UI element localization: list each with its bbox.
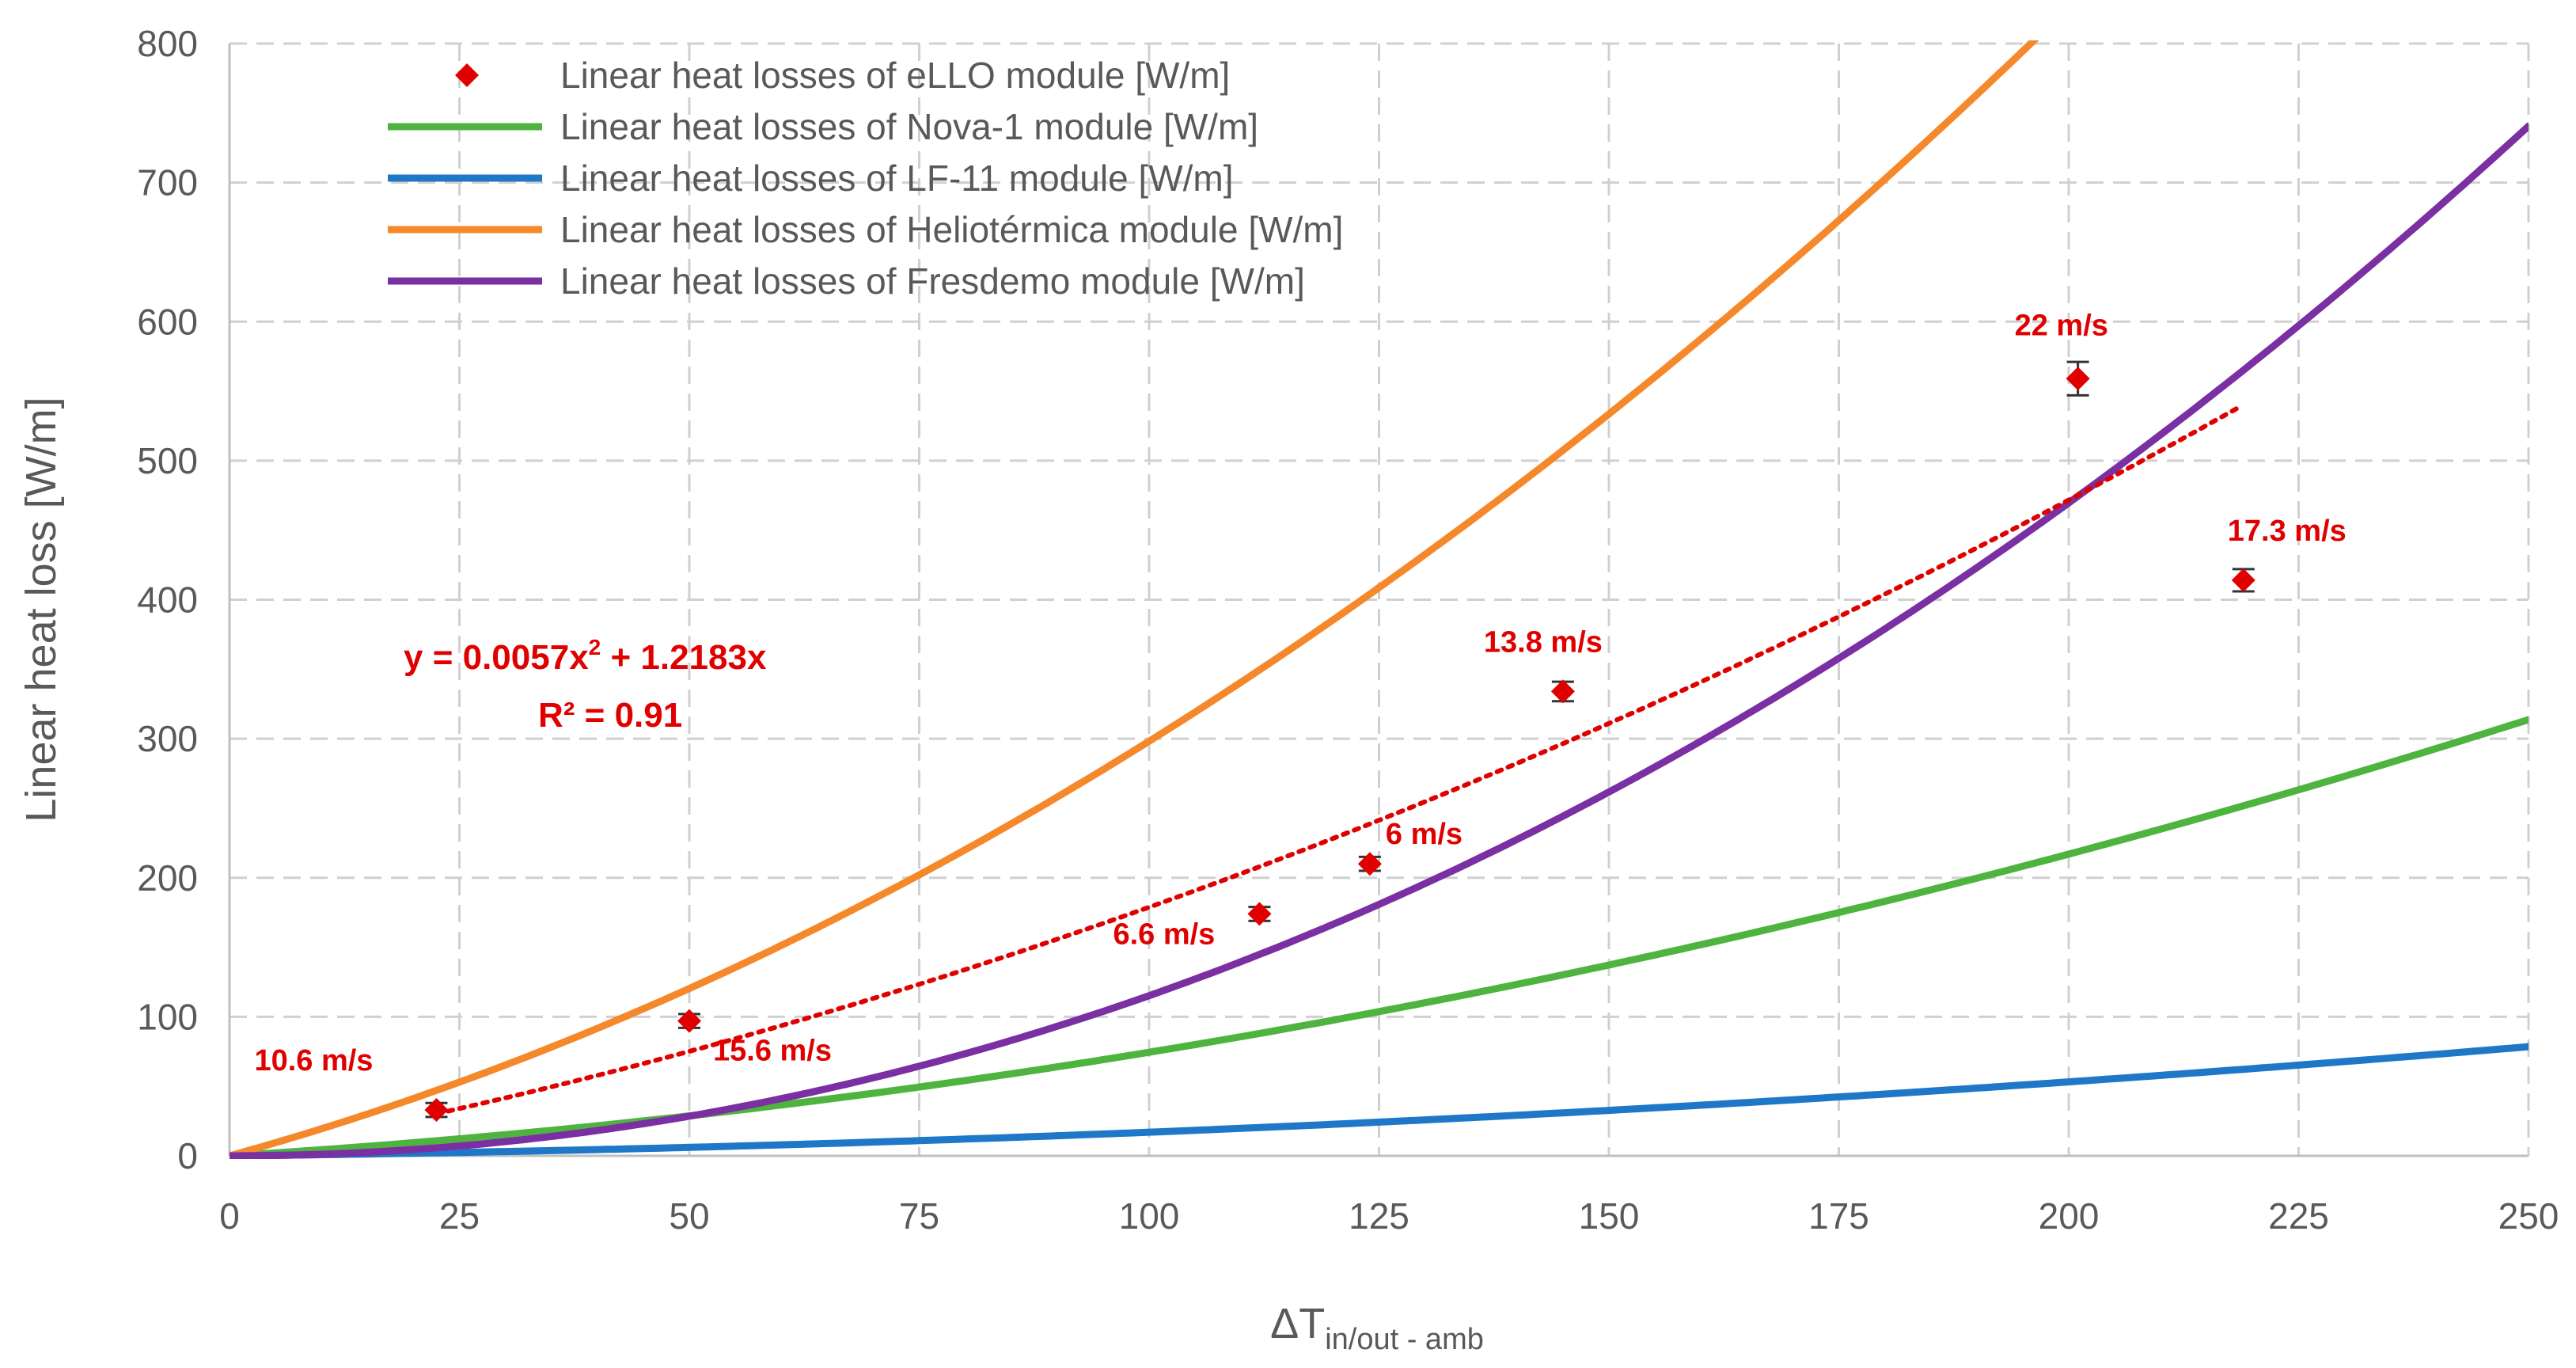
x-tick-label: 225 bbox=[2268, 1195, 2329, 1237]
x-axis-title-sub: in/out - amb bbox=[1325, 1323, 1484, 1356]
series-line-lf-11 bbox=[230, 1043, 2529, 1159]
y-tick-label: 300 bbox=[137, 718, 198, 759]
legend: Linear heat losses of eLLO module [W/m] L… bbox=[388, 55, 1343, 302]
x-axis-title: ΔTin/out - amb bbox=[1270, 1300, 1484, 1356]
y-tick-label: 800 bbox=[137, 23, 198, 64]
x-tick-label: 0 bbox=[219, 1195, 240, 1237]
data-point bbox=[677, 1009, 701, 1033]
data-point bbox=[1357, 852, 1382, 876]
series-line-nova-1 bbox=[230, 716, 2529, 1159]
legend-entry: Linear heat losses of Nova-1 module [W/m… bbox=[560, 106, 1258, 147]
point-label: 6 m/s bbox=[1386, 818, 1463, 851]
y-tick-label: 400 bbox=[137, 580, 198, 621]
legend-entry: Linear heat losses of LF-11 module [W/m] bbox=[560, 158, 1234, 199]
point-label: 15.6 m/s bbox=[713, 1035, 832, 1068]
series-line-fresdemo bbox=[230, 122, 2529, 1159]
data-point bbox=[1247, 902, 1272, 926]
y-tick-label: 0 bbox=[177, 1135, 198, 1176]
series-line-heliot-rmica bbox=[230, 40, 2039, 1159]
equation-label: y = 0.0057x2 + 1.2183x bbox=[404, 635, 767, 677]
x-tick-label: 200 bbox=[2039, 1195, 2100, 1237]
x-tick-label: 175 bbox=[1808, 1195, 1869, 1237]
x-tick-label: 50 bbox=[669, 1195, 709, 1237]
r-squared-label: R² = 0.91 bbox=[538, 696, 682, 735]
y-tick-label: 100 bbox=[137, 996, 198, 1037]
y-axis-title: Linear heat loss [W/m] bbox=[17, 397, 65, 822]
tick-labels: 0 25 50 75 100 125 150 175 200 225 250010020030040… bbox=[137, 23, 2559, 1237]
point-label: 13.8 m/s bbox=[1484, 625, 1603, 659]
equation-exponent: 2 bbox=[589, 635, 601, 659]
trendline-path bbox=[434, 405, 2241, 1116]
y-tick-label: 500 bbox=[137, 440, 198, 481]
data-point bbox=[424, 1098, 449, 1123]
y-tick-label: 700 bbox=[137, 162, 198, 203]
x-tick-label: 100 bbox=[1119, 1195, 1180, 1237]
equation-rest: + 1.2183x bbox=[601, 638, 767, 677]
legend-entry: Linear heat losses of eLLO module [W/m] bbox=[560, 55, 1230, 96]
x-tick-label: 75 bbox=[899, 1195, 939, 1237]
point-label: 17.3 m/s bbox=[2228, 515, 2346, 548]
data-point bbox=[2066, 367, 2090, 391]
y-tick-label: 600 bbox=[137, 301, 198, 342]
data-point bbox=[2231, 568, 2255, 592]
y-tick-label: 200 bbox=[137, 857, 198, 899]
x-axis-title-main: ΔT bbox=[1270, 1300, 1325, 1347]
series-curves bbox=[230, 40, 2529, 1159]
point-label: 6.6 m/s bbox=[1113, 918, 1215, 951]
data-point bbox=[1550, 679, 1575, 704]
x-tick-label: 125 bbox=[1349, 1195, 1409, 1237]
x-tick-label: 150 bbox=[1579, 1195, 1640, 1237]
grid bbox=[230, 42, 2530, 1156]
x-tick-label: 25 bbox=[439, 1195, 480, 1237]
axes bbox=[228, 44, 2529, 1157]
point-labels: 10.6 m/s 15.6 m/s 6.6 m/s 6 m/s 13.8 m/s 22 m… bbox=[254, 309, 2346, 1077]
trendline bbox=[434, 405, 2241, 1116]
legend-entry: Linear heat losses of Fresdemo module [W… bbox=[560, 260, 1305, 302]
x-tick-label: 250 bbox=[2498, 1195, 2559, 1237]
point-label: 10.6 m/s bbox=[254, 1044, 373, 1077]
data-points bbox=[424, 360, 2255, 1123]
legend-entry: Linear heat losses of Heliotérmica modul… bbox=[560, 209, 1343, 250]
point-label: 22 m/s bbox=[2015, 309, 2108, 342]
legend-marker bbox=[455, 63, 479, 87]
